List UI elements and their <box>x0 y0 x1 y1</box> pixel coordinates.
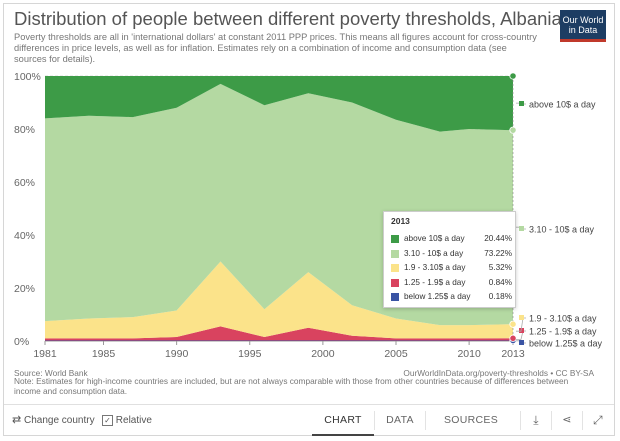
x-tick-label: 1990 <box>165 348 189 360</box>
tooltip-swatch <box>391 264 399 272</box>
tab-divider <box>551 411 552 430</box>
y-tick-label: 0% <box>14 336 29 348</box>
tooltip-row: 1.9 - 3.10$ a day 5.32% <box>391 263 512 274</box>
chart-title: Distribution of people between different… <box>14 8 562 29</box>
tooltip-row: below 1.25$ a day 0.18% <box>391 292 512 303</box>
note-text: Note: Estimates for high-income countrie… <box>14 376 569 396</box>
x-tick-label: 2010 <box>457 348 481 360</box>
share-icon[interactable]: ⋖ <box>562 414 572 426</box>
tab-divider <box>520 411 521 430</box>
tab-divider <box>582 411 583 430</box>
end-point <box>509 334 517 342</box>
tooltip-series-name: 1.9 - 3.10$ a day <box>404 263 466 272</box>
series-end-label: 1.25 - 1.9$ a day <box>529 327 597 337</box>
relative-label: Relative <box>115 415 152 426</box>
tab-data[interactable]: DATA <box>386 414 414 426</box>
chart-frame <box>3 3 615 436</box>
label-connector <box>516 330 526 340</box>
series-end-label: below 1.25$ a day <box>529 339 603 349</box>
hover-tooltip: 2013 above 10$ a day 20.44% 3.10 - 10$ a d… <box>383 211 516 308</box>
tooltip-series-name: below 1.25$ a day <box>404 292 471 301</box>
label-swatch <box>519 226 524 231</box>
fullscreen-icon[interactable]: ⤢ <box>593 413 603 427</box>
relative-toggle[interactable]: ✓ Relative <box>102 405 152 436</box>
label-swatch <box>519 101 524 106</box>
chart-subtitle: Poverty thresholds are all in 'internati… <box>14 32 537 64</box>
end-point <box>509 320 517 328</box>
source-text: Source: World Bank <box>14 368 88 378</box>
tooltip-swatch <box>391 249 399 258</box>
x-tick-label: 1985 <box>92 348 116 360</box>
x-tick-label: 2013 <box>501 348 525 360</box>
download-icon[interactable]: ⤓ <box>533 413 539 427</box>
y-tick-label: 20% <box>14 283 35 295</box>
area-1-9-3-10-a-day <box>45 261 513 339</box>
x-tick-label: 2000 <box>311 348 335 360</box>
x-tick-label: 2005 <box>384 348 408 360</box>
logo-line-1: Our World <box>562 15 604 25</box>
series-end-label: 3.10 - 10$ a day <box>529 225 595 235</box>
y-axis-ticks: 0% 20% 40% 60% 80% 100% <box>14 71 41 348</box>
end-point <box>509 126 517 134</box>
series-end-label: 1.9 - 3.10$ a day <box>529 314 597 324</box>
tooltip-series-value: 73.22% <box>484 248 512 258</box>
tooltip-swatch <box>391 293 399 301</box>
tab-chart[interactable]: CHART <box>312 405 374 436</box>
y-tick-label: 100% <box>14 71 41 83</box>
tooltip-series-name: 1.25 - 1.9$ a day <box>404 277 466 287</box>
tooltip-series-value: 20.44% <box>484 234 512 243</box>
area-below-1-25-a-day <box>45 340 513 341</box>
logo-line-2: in Data <box>568 25 598 35</box>
tooltip-row: above 10$ a day 20.44% <box>391 234 512 245</box>
y-tick-label: 80% <box>14 124 35 136</box>
tooltip-row: 3.10 - 10$ a day 73.22% <box>391 249 512 260</box>
change-country-label: Change country <box>24 415 95 426</box>
tooltip-swatch <box>391 278 399 287</box>
label-swatch <box>519 315 524 320</box>
tooltip-series-value: 0.84% <box>488 277 512 287</box>
tab-divider <box>425 411 426 430</box>
change-country-button[interactable]: ⇄ Change country <box>12 405 95 436</box>
x-tick-label: 1981 <box>33 348 57 360</box>
area-1-25-1-9-a-day <box>45 326 513 341</box>
area-chart: 0% 20% 40% 60% 80% 100% 1981 1985 1990 1995 2000 2… <box>14 71 603 360</box>
y-tick-label: 40% <box>14 230 35 242</box>
label-connector <box>516 317 526 332</box>
tooltip-swatch <box>391 235 399 243</box>
end-point <box>509 72 517 80</box>
swap-icon: ⇄ <box>12 414 22 426</box>
owid-logo[interactable]: Our World in Data <box>560 10 606 42</box>
tooltip-series-name: above 10$ a day <box>404 234 465 243</box>
credit-link[interactable]: OurWorldInData.org/poverty-thresholds • … <box>403 368 594 378</box>
tab-sources[interactable]: SOURCES <box>443 414 499 426</box>
label-swatch <box>519 340 524 345</box>
tooltip-series-value: 5.32% <box>488 263 512 272</box>
tooltip-series-name: 3.10 - 10$ a day <box>404 248 464 258</box>
x-tick-label: 1995 <box>238 348 262 360</box>
series-end-label: above 10$ a day <box>529 100 596 110</box>
x-axis-ticks: 1981 1985 1990 1995 2000 2005 2010 2013 <box>33 341 525 360</box>
tooltip-row: 1.25 - 1.9$ a day 0.84% <box>391 278 512 289</box>
checkbox-icon[interactable]: ✓ <box>102 414 113 426</box>
bottom-toolbar: ⇄ Change country ✓ Relative CHART DATA S… <box>4 404 614 436</box>
tab-divider <box>374 411 375 430</box>
y-tick-label: 60% <box>14 177 35 189</box>
tooltip-year: 2013 <box>391 216 410 226</box>
area-above-10-a-day <box>45 76 513 132</box>
tooltip-series-value: 0.18% <box>488 292 512 301</box>
series-end-labels: below 1.25$ a day 1.25 - 1.9$ a day 1.9 - … <box>516 100 603 349</box>
